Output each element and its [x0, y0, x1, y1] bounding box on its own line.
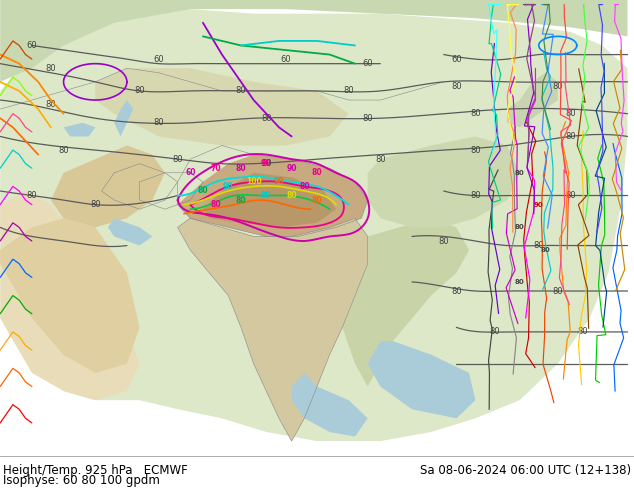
Text: 80: 80: [578, 327, 588, 337]
Polygon shape: [95, 68, 349, 146]
Polygon shape: [342, 218, 469, 387]
Text: 80: 80: [153, 118, 164, 127]
Text: 80: 80: [236, 196, 246, 205]
Text: 80: 80: [46, 64, 56, 73]
Text: 80: 80: [451, 287, 462, 295]
Polygon shape: [51, 146, 165, 227]
Text: 80: 80: [515, 224, 524, 230]
Text: 80: 80: [470, 109, 481, 118]
Text: 80: 80: [210, 200, 221, 209]
Text: 90: 90: [287, 164, 297, 173]
Text: 80: 80: [470, 191, 481, 200]
Text: Isophyse: 60 80 100 gpdm: Isophyse: 60 80 100 gpdm: [3, 474, 160, 487]
Text: 80: 80: [299, 182, 309, 191]
Text: 100: 100: [246, 177, 261, 186]
Text: 80: 80: [134, 86, 145, 96]
Polygon shape: [368, 136, 520, 227]
Text: 90: 90: [261, 159, 271, 168]
Text: 60: 60: [27, 41, 37, 50]
Text: 70: 70: [210, 164, 221, 173]
Text: 60: 60: [451, 54, 462, 64]
Text: 80: 80: [236, 86, 246, 96]
Text: 80: 80: [565, 109, 576, 118]
Text: 80: 80: [172, 155, 183, 164]
Text: 80: 80: [312, 196, 322, 205]
Text: 80: 80: [261, 114, 271, 122]
Text: 80: 80: [552, 82, 563, 91]
Polygon shape: [0, 9, 628, 441]
Polygon shape: [114, 100, 133, 136]
Polygon shape: [0, 191, 139, 400]
Text: Height/Temp. 925 hPa   ECMWF: Height/Temp. 925 hPa ECMWF: [3, 464, 188, 477]
Polygon shape: [507, 73, 558, 127]
Text: 80: 80: [363, 114, 373, 122]
Text: 90: 90: [274, 177, 284, 186]
Text: 80: 80: [451, 82, 462, 91]
Text: 60: 60: [280, 54, 290, 64]
Text: 80: 80: [236, 164, 246, 173]
Polygon shape: [203, 173, 336, 227]
Text: 60: 60: [153, 54, 164, 64]
Text: 80: 80: [565, 132, 576, 141]
Text: 60: 60: [185, 168, 195, 177]
Text: 80: 80: [565, 191, 576, 200]
Text: 80: 80: [90, 200, 101, 209]
Text: 80: 80: [287, 191, 297, 200]
Text: 80: 80: [515, 170, 524, 176]
Text: 80: 80: [515, 279, 524, 285]
Polygon shape: [178, 155, 368, 237]
Polygon shape: [368, 341, 476, 418]
Text: 80: 80: [375, 155, 385, 164]
Text: 60: 60: [363, 59, 373, 68]
Text: 80: 80: [46, 100, 56, 109]
Polygon shape: [0, 218, 139, 373]
Text: 80: 80: [344, 86, 354, 96]
Text: 90: 90: [534, 201, 543, 208]
Text: 80: 80: [533, 241, 544, 250]
Text: 80: 80: [198, 187, 208, 196]
Text: 80: 80: [312, 168, 322, 177]
Text: 80: 80: [489, 327, 500, 337]
Text: Sa 08-06-2024 06:00 UTC (12+138): Sa 08-06-2024 06:00 UTC (12+138): [420, 464, 631, 477]
Text: 90: 90: [223, 182, 233, 191]
Text: 80: 80: [438, 237, 449, 245]
Text: 80: 80: [58, 146, 69, 154]
Polygon shape: [108, 218, 152, 245]
Text: 80: 80: [552, 287, 563, 295]
Polygon shape: [292, 373, 368, 437]
Text: 80: 80: [261, 191, 271, 200]
Text: 80: 80: [261, 159, 271, 168]
Text: 80: 80: [27, 191, 37, 200]
Text: 80: 80: [470, 146, 481, 154]
Polygon shape: [63, 123, 95, 136]
Text: 80: 80: [540, 247, 550, 253]
Polygon shape: [178, 218, 368, 441]
Polygon shape: [0, 0, 628, 82]
